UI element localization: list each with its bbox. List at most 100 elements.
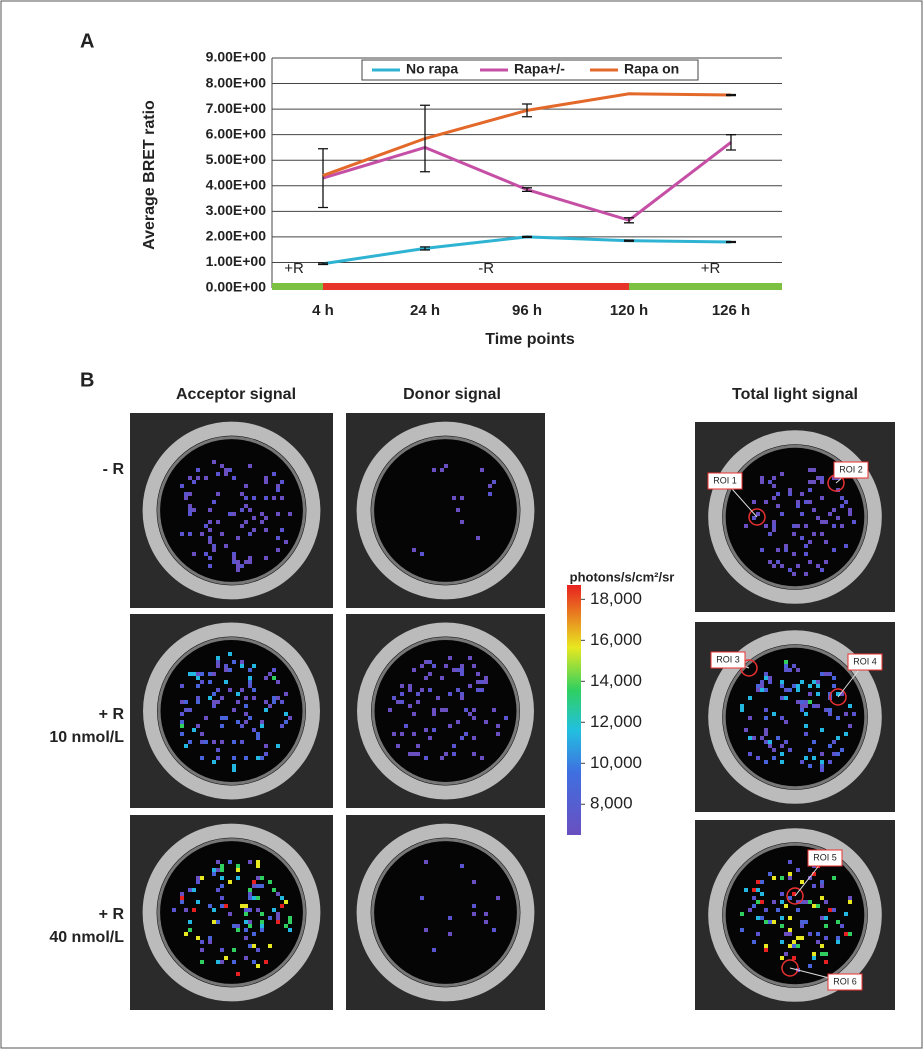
signal-pixel [440, 708, 444, 712]
signal-pixel [232, 960, 236, 964]
signal-pixel [752, 940, 756, 944]
signal-pixel [236, 700, 240, 704]
signal-pixel [416, 752, 420, 756]
signal-pixel [220, 896, 224, 900]
signal-pixel [440, 676, 444, 680]
signal-pixel [780, 900, 784, 904]
signal-pixel [792, 664, 796, 668]
signal-pixel [204, 716, 208, 720]
signal-pixel [796, 868, 800, 872]
signal-pixel [752, 896, 756, 900]
signal-pixel [220, 696, 224, 700]
signal-pixel [404, 724, 408, 728]
signal-pixel [456, 688, 460, 692]
row-label: + R [99, 706, 125, 723]
signal-pixel [220, 532, 224, 536]
signal-pixel [484, 720, 488, 724]
signal-pixel [800, 512, 804, 516]
signal-pixel [840, 524, 844, 528]
signal-pixel [412, 752, 416, 756]
signal-pixel [428, 688, 432, 692]
signal-pixel [268, 916, 272, 920]
signal-pixel [272, 472, 276, 476]
signal-pixel [816, 564, 820, 568]
signal-pixel [788, 876, 792, 880]
signal-pixel [820, 768, 824, 772]
signal-pixel [180, 484, 184, 488]
signal-pixel [780, 916, 784, 920]
well-ring-inner [722, 444, 868, 590]
signal-pixel [288, 716, 292, 720]
signal-pixel [764, 908, 768, 912]
signal-pixel [216, 660, 220, 664]
signal-pixel [756, 688, 760, 692]
y-tick-label: 6.00E+00 [206, 125, 267, 141]
signal-pixel [760, 880, 764, 884]
signal-pixel [752, 904, 756, 908]
signal-pixel [740, 708, 744, 712]
signal-pixel [188, 476, 192, 480]
signal-pixel [208, 564, 212, 568]
signal-pixel [264, 556, 268, 560]
signal-pixel [220, 904, 224, 908]
signal-pixel [188, 512, 192, 516]
signal-pixel [248, 924, 252, 928]
signal-pixel [792, 524, 796, 528]
well-ring-inner [722, 842, 868, 988]
well-ring [708, 828, 882, 1002]
signal-pixel [220, 960, 224, 964]
signal-pixel [428, 736, 432, 740]
signal-pixel [248, 892, 252, 896]
signal-pixel [236, 928, 240, 932]
signal-pixel [272, 668, 276, 672]
signal-pixel [476, 536, 480, 540]
signal-pixel [756, 756, 760, 760]
signal-pixel [200, 732, 204, 736]
signal-pixel [812, 508, 816, 512]
signal-pixel [460, 672, 464, 676]
roi-tag [847, 653, 883, 671]
treatment-strip [272, 283, 323, 290]
signal-pixel [264, 700, 268, 704]
signal-pixel [256, 756, 260, 760]
signal-pixel [796, 900, 800, 904]
signal-pixel [196, 880, 200, 884]
signal-pixel [480, 688, 484, 692]
well-ring-inner [722, 644, 868, 790]
signal-pixel [780, 940, 784, 944]
signal-pixel [772, 712, 776, 716]
signal-pixel [192, 508, 196, 512]
signal-pixel [208, 528, 212, 532]
signal-pixel [468, 712, 472, 716]
error-bar-line [624, 217, 634, 224]
error-bar-line [318, 262, 328, 266]
signal-pixel [244, 908, 248, 912]
signal-pixel [832, 740, 836, 744]
signal-pixel [816, 904, 820, 908]
signal-pixel [456, 508, 460, 512]
y-axis-label: Average BRET ratio [141, 100, 158, 250]
signal-pixel [804, 572, 808, 576]
signal-pixel [208, 536, 212, 540]
signal-pixel [760, 684, 764, 688]
signal-pixel [844, 912, 848, 916]
signal-pixel [240, 492, 244, 496]
colorbar-tick-label: 18,000 [590, 589, 642, 608]
signal-pixel [492, 480, 496, 484]
signal-pixel [268, 704, 272, 708]
signal-pixel [256, 864, 260, 868]
signal-pixel [240, 660, 244, 664]
signal-pixel [820, 880, 824, 884]
signal-pixel [476, 688, 480, 692]
signal-pixel [220, 464, 224, 468]
signal-pixel [216, 920, 220, 924]
signal-pixel [452, 496, 456, 500]
signal-pixel [232, 708, 236, 712]
signal-pixel [180, 724, 184, 728]
signal-pixel [252, 696, 256, 700]
error-bar-line [318, 148, 328, 209]
signal-pixel [244, 956, 248, 960]
colorbar-title: photons/s/cm²/sr [570, 569, 675, 584]
signal-pixel [496, 724, 500, 728]
signal-pixel [448, 692, 452, 696]
